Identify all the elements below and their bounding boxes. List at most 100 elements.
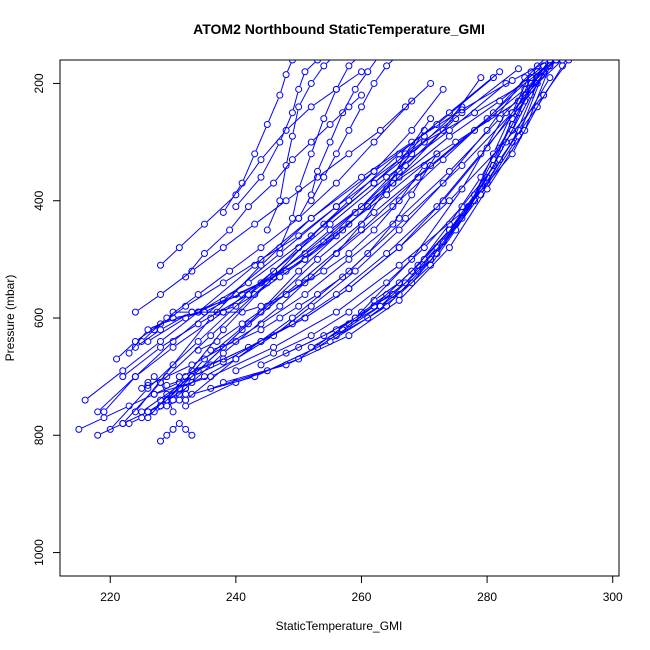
series-segment — [338, 73, 359, 88]
data-point — [376, 126, 384, 134]
data-point — [326, 220, 334, 228]
series-segment — [494, 115, 512, 151]
series-segment — [187, 384, 190, 387]
series-segment — [311, 121, 324, 151]
series-segment — [333, 51, 334, 52]
data-point — [483, 115, 491, 123]
data-point — [515, 65, 523, 73]
series-segment — [238, 272, 284, 294]
data-point — [131, 308, 139, 316]
series-segment — [351, 220, 397, 258]
series-segment — [375, 68, 385, 81]
series-segment — [519, 80, 549, 128]
data-point — [263, 121, 271, 128]
data-point — [232, 355, 240, 363]
series-segment — [224, 185, 241, 210]
series-segment — [313, 126, 328, 141]
data-point — [332, 150, 340, 158]
series-segment — [169, 377, 189, 385]
data-point — [200, 220, 208, 228]
series-45 — [75, 379, 183, 433]
series-segment — [157, 383, 177, 394]
series-segment — [413, 91, 442, 128]
data-point — [276, 250, 284, 257]
series-segment — [181, 425, 184, 428]
series-segment — [163, 325, 196, 346]
data-point — [546, 60, 554, 64]
series-segment — [513, 74, 531, 110]
series-segment — [388, 208, 435, 252]
series-segment — [300, 185, 335, 217]
data-point — [307, 79, 315, 87]
series-segment — [250, 237, 309, 282]
series-segment — [332, 108, 347, 123]
series-segment — [150, 378, 152, 381]
data-point — [508, 109, 516, 117]
series-segment — [413, 108, 460, 152]
series-layer — [75, 45, 573, 445]
data-point — [282, 71, 290, 79]
data-point — [244, 279, 252, 287]
data-point — [433, 121, 441, 128]
data-point — [471, 126, 479, 134]
data-point — [302, 45, 308, 51]
series-segment — [268, 98, 279, 122]
series-segment — [168, 431, 171, 434]
data-point — [244, 343, 252, 351]
series-segment — [162, 402, 165, 404]
series-segment — [307, 208, 360, 252]
series-segment — [175, 425, 178, 428]
data-point — [301, 68, 309, 76]
data-point — [527, 68, 535, 76]
data-point — [307, 138, 315, 146]
series-segment — [225, 225, 253, 246]
data-point — [358, 51, 364, 57]
data-point — [439, 85, 447, 93]
data-point — [332, 308, 340, 316]
data-point — [439, 197, 447, 205]
data-point — [439, 126, 447, 134]
series-segment — [150, 401, 165, 411]
data-point — [483, 126, 491, 134]
series-segment — [150, 406, 158, 411]
series-segment — [143, 384, 146, 387]
data-point — [270, 179, 278, 187]
data-point — [345, 150, 353, 158]
data-point — [533, 103, 541, 111]
series-segment — [350, 109, 361, 128]
series-segment — [226, 325, 259, 346]
data-point — [257, 326, 265, 334]
data-point — [131, 373, 139, 381]
series-segment — [137, 325, 158, 340]
series-segment — [313, 255, 335, 275]
data-point — [445, 226, 453, 234]
series-segment — [438, 156, 479, 205]
series-segment — [438, 220, 461, 251]
data-point — [401, 150, 409, 158]
data-point — [489, 74, 497, 82]
data-point — [301, 291, 309, 299]
data-point — [477, 150, 485, 158]
data-point — [370, 138, 378, 146]
data-point — [301, 279, 309, 287]
data-point — [307, 343, 315, 351]
series-segment — [206, 232, 228, 252]
series-segment — [99, 378, 134, 410]
data-point — [138, 337, 146, 345]
series-segment — [325, 156, 336, 175]
series-segment — [245, 306, 258, 312]
series-segment — [451, 102, 498, 135]
series-segment — [533, 60, 545, 70]
series-segment — [276, 313, 334, 347]
data-point — [144, 408, 152, 416]
series-segment — [188, 383, 233, 405]
data-point — [219, 343, 227, 351]
series-segment — [369, 173, 398, 205]
data-point — [188, 308, 196, 316]
series-segment — [394, 197, 411, 222]
series-segment — [439, 79, 492, 123]
data-point — [333, 45, 339, 51]
series-segment — [326, 319, 353, 335]
data-point — [357, 103, 365, 111]
series-segment — [299, 156, 311, 186]
